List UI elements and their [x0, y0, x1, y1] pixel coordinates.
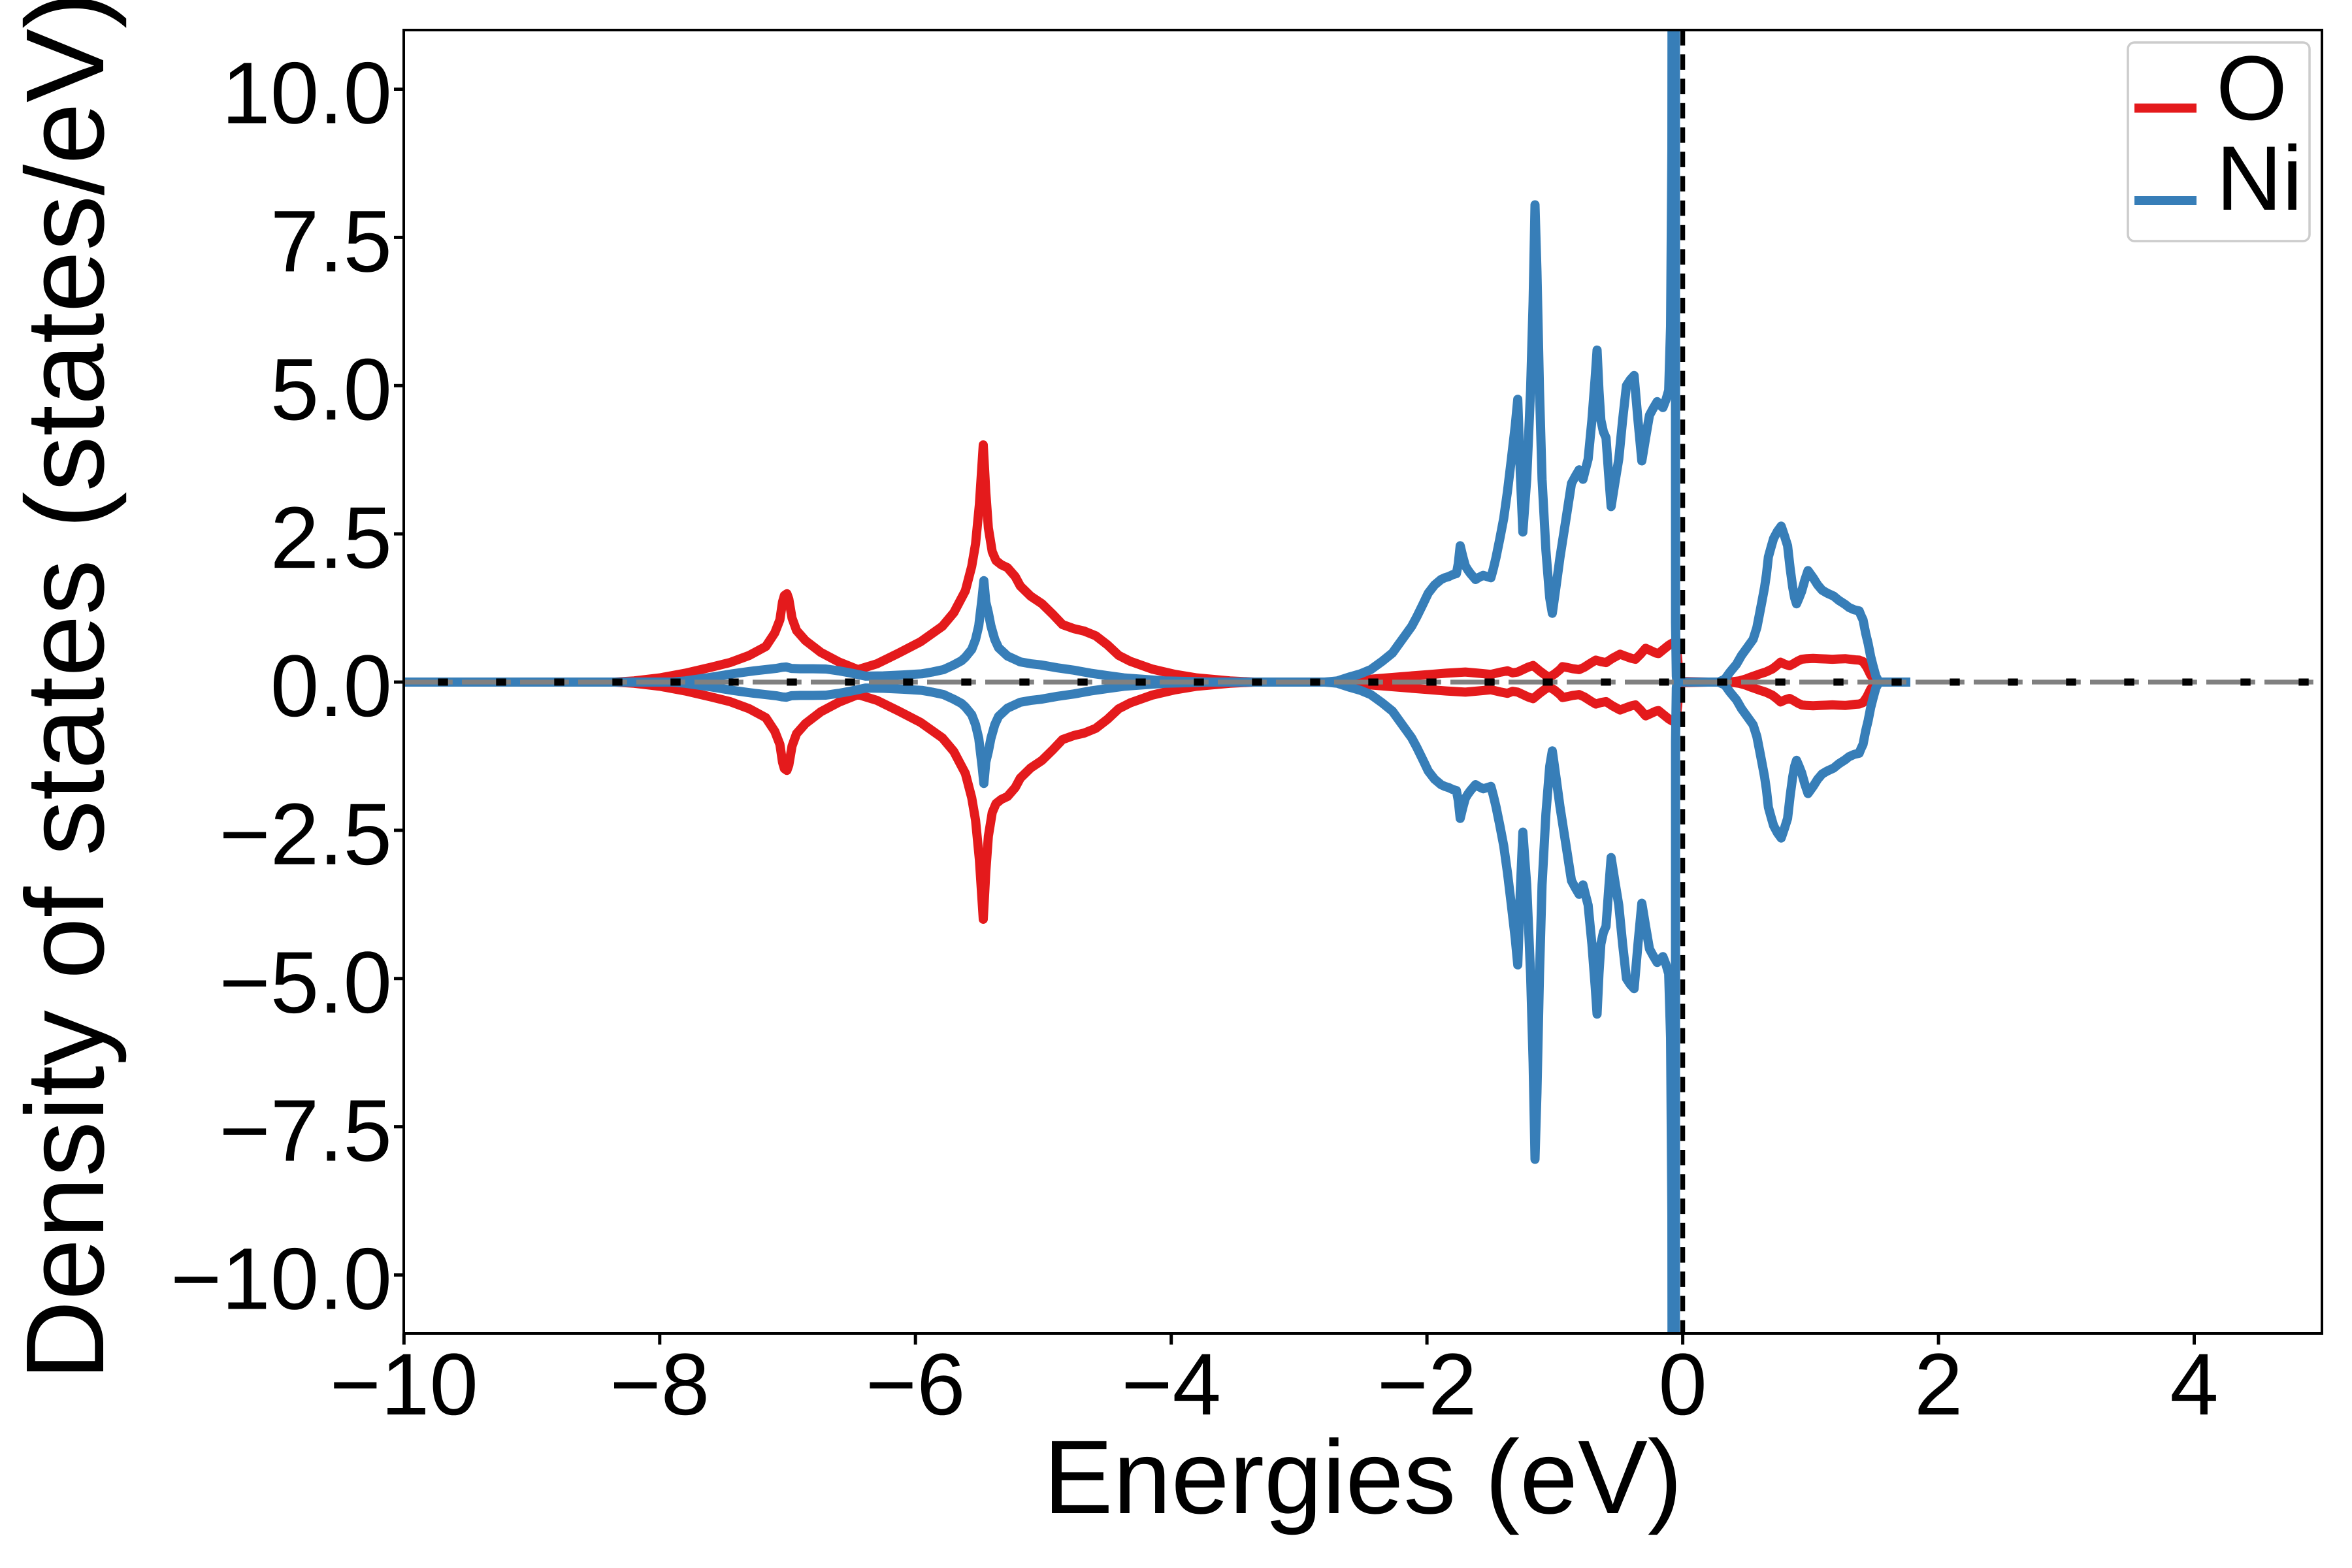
- svg-text:−10: −10: [330, 1336, 478, 1433]
- svg-text:O: O: [2216, 37, 2287, 139]
- svg-text:4: 4: [2170, 1336, 2219, 1433]
- svg-text:2: 2: [1914, 1336, 1963, 1433]
- svg-text:5.0: 5.0: [270, 341, 392, 438]
- svg-text:−6: −6: [866, 1336, 966, 1433]
- svg-text:−10.0: −10.0: [171, 1231, 392, 1328]
- svg-text:−2.5: −2.5: [219, 786, 392, 883]
- svg-text:−4: −4: [1121, 1336, 1221, 1433]
- svg-text:−7.5: −7.5: [219, 1083, 392, 1180]
- svg-text:Density of states (states/eV): Density of states (states/eV): [3, 0, 127, 1380]
- svg-text:Energies (eV): Energies (eV): [1043, 1418, 1682, 1535]
- svg-text:−8: −8: [610, 1336, 710, 1433]
- svg-text:Ni: Ni: [2216, 127, 2302, 229]
- svg-text:10.0: 10.0: [221, 45, 392, 142]
- svg-text:−5.0: −5.0: [219, 934, 392, 1032]
- svg-text:−2: −2: [1377, 1336, 1477, 1433]
- svg-text:0.0: 0.0: [270, 638, 392, 735]
- svg-text:2.5: 2.5: [270, 489, 392, 587]
- svg-text:0: 0: [1658, 1336, 1707, 1433]
- svg-text:7.5: 7.5: [270, 193, 392, 290]
